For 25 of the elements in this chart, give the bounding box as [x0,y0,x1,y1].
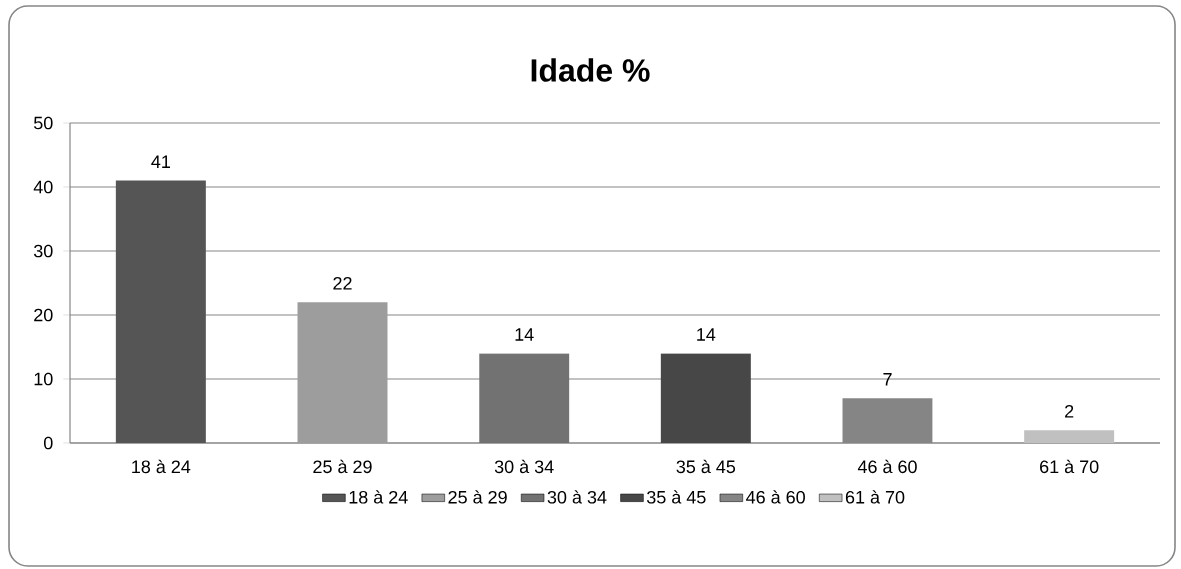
data-label: 7 [883,373,892,386]
data-label: 2 [1065,404,1074,418]
y-tick-label: 50 [33,116,53,130]
y-tick-label: 30 [33,244,53,258]
legend-label: 18 à 24 [349,490,408,504]
y-tick-label: 20 [34,308,53,322]
data-label: 14 [697,328,716,341]
y-tick-label: 0 [43,436,53,450]
x-tick-label: 46 à 60 [857,459,917,474]
x-tick-label: 30 à 34 [494,459,554,474]
x-tick-label: 35 à 45 [676,459,736,474]
legend-label: 30 à 34 [547,490,607,504]
legend-label: 61 à 70 [845,490,905,504]
legend-label: 25 à 29 [448,490,507,504]
data-label: 41 [151,155,170,168]
x-tick-label: 25 à 29 [313,459,372,474]
data-label: 14 [515,328,534,341]
data-label: 22 [333,276,352,290]
legend-label: 35 à 45 [646,490,706,504]
x-tick-label: 61 à 70 [1040,459,1099,474]
legend-label: 46 à 60 [746,490,805,504]
x-tick-label: 18 à 24 [132,459,191,474]
y-tick-label: 10 [34,372,53,386]
chart-title: Idade % [531,58,650,82]
y-tick-label: 40 [33,180,53,194]
